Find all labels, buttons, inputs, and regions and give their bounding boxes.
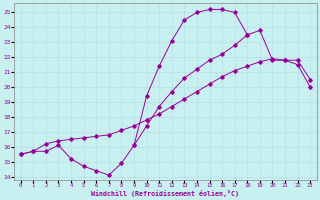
X-axis label: Windchill (Refroidissement éolien,°C): Windchill (Refroidissement éolien,°C) bbox=[92, 190, 239, 197]
